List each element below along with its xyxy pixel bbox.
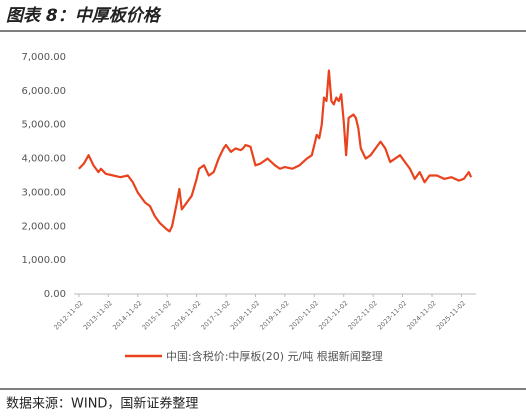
y-tick-label: 2,000.00 <box>21 221 66 232</box>
x-tick-label: 2017-11-02 <box>199 299 231 331</box>
y-tick-label: 7,000.00 <box>21 52 66 63</box>
x-tick-label: 2019-11-02 <box>258 299 290 331</box>
x-tick-label: 2021-11-02 <box>317 299 349 331</box>
x-tick-label: 2015-11-02 <box>141 299 173 331</box>
x-tick-label: 2020-11-02 <box>288 299 320 331</box>
x-tick-label: 2012-11-02 <box>52 299 84 331</box>
x-tick-label: 2013-11-02 <box>82 299 114 331</box>
title: 图表 8：中厚板价格 <box>6 6 162 26</box>
y-tick-label: 0.00 <box>44 289 66 300</box>
y-tick-label: 6,000.00 <box>21 86 66 97</box>
price-line <box>78 69 473 233</box>
x-tick-label: 2025-11-02 <box>435 299 467 331</box>
x-tick-label: 2018-11-02 <box>229 299 261 331</box>
y-tick-label: 4,000.00 <box>21 154 66 165</box>
x-tick-label: 2023-11-02 <box>376 299 408 331</box>
x-tick-label: 2024-11-02 <box>405 299 437 331</box>
x-tick-label: 2016-11-02 <box>170 299 202 331</box>
legend-label: 中国:含税价:中厚板(20) 元/吨 根据新闻整理 <box>166 349 383 363</box>
y-tick-label: 3,000.00 <box>21 187 66 198</box>
x-tick-label: 2014-11-02 <box>111 299 143 331</box>
y-tick-label: 1,000.00 <box>21 255 66 266</box>
x-tick-label: 2022-11-02 <box>347 299 379 331</box>
source: 数据来源：WIND，国新证券整理 <box>6 396 198 412</box>
y-tick-label: 5,000.00 <box>21 120 66 131</box>
